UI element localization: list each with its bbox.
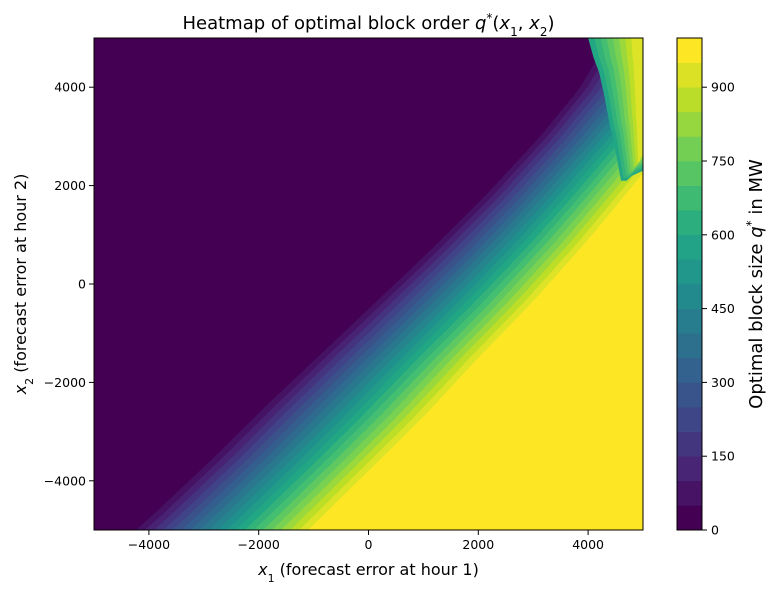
irregular-band-level-20	[631, 38, 643, 162]
colorbar-band	[677, 407, 702, 432]
heatmap-field	[94, 38, 643, 530]
colorbar-band	[677, 505, 702, 531]
colorbar-label: Optimal block size q* in MW	[744, 159, 767, 409]
colorbar-band	[677, 480, 702, 506]
colorbar-bands	[677, 38, 702, 531]
x-tick-label: 4000	[572, 537, 604, 552]
colorbar-band	[677, 62, 702, 88]
x-axis-ticks: −4000 −2000 0 2000 4000	[128, 530, 604, 552]
colorbar-band	[677, 210, 702, 236]
colorbar-tick-label: 300	[711, 375, 735, 390]
colorbar-tick-label: 0	[711, 523, 719, 538]
y-axis-ticks: −4000 −2000 0 2000 4000	[44, 80, 94, 488]
colorbar-band	[677, 185, 702, 211]
colorbar-band	[677, 382, 702, 408]
colorbar-band	[677, 111, 702, 137]
colorbar-ticks: 0 150 300 450 600 750 900	[702, 80, 735, 538]
y-tick-label: 4000	[54, 80, 86, 95]
colorbar-band	[677, 308, 702, 334]
colorbar-band	[677, 234, 702, 260]
colorbar-band	[677, 284, 702, 309]
colorbar-band	[677, 259, 702, 285]
colorbar-band	[677, 136, 702, 162]
x-tick-label: 0	[365, 537, 373, 552]
y-axis-label: x2 (forecast error at hour 2)	[11, 174, 36, 396]
colorbar-band	[677, 87, 702, 113]
x-tick-label: −2000	[238, 537, 280, 552]
colorbar-band	[677, 161, 702, 186]
colorbar-tick-label: 450	[711, 301, 735, 316]
colorbar: 0 150 300 450 600 750 900 Optimal block size q…	[676, 37, 767, 538]
plot-area	[93, 37, 644, 531]
y-tick-label: 0	[78, 277, 86, 292]
colorbar-band	[677, 38, 702, 63]
colorbar-tick-label: 750	[711, 154, 735, 169]
colorbar-tick-label: 600	[711, 227, 735, 242]
y-tick-label: 2000	[54, 178, 86, 193]
colorbar-tick-label: 150	[711, 449, 735, 464]
band-level-20	[308, 173, 643, 530]
chart-title: Heatmap of optimal block order q*(x1, x2…	[182, 11, 554, 39]
colorbar-tick-label: 900	[711, 80, 735, 95]
colorbar-band	[677, 357, 702, 383]
y-tick-label: −4000	[44, 473, 86, 488]
y-tick-label: −2000	[44, 375, 86, 390]
x-tick-label: 2000	[462, 537, 494, 552]
x-axis-label: x1 (forecast error at hour 1)	[257, 560, 479, 585]
colorbar-frame	[676, 37, 703, 531]
colorbar-band	[677, 431, 702, 457]
colorbar-band	[677, 456, 702, 482]
colorbar-band	[677, 333, 702, 359]
x-tick-label: −4000	[128, 537, 170, 552]
